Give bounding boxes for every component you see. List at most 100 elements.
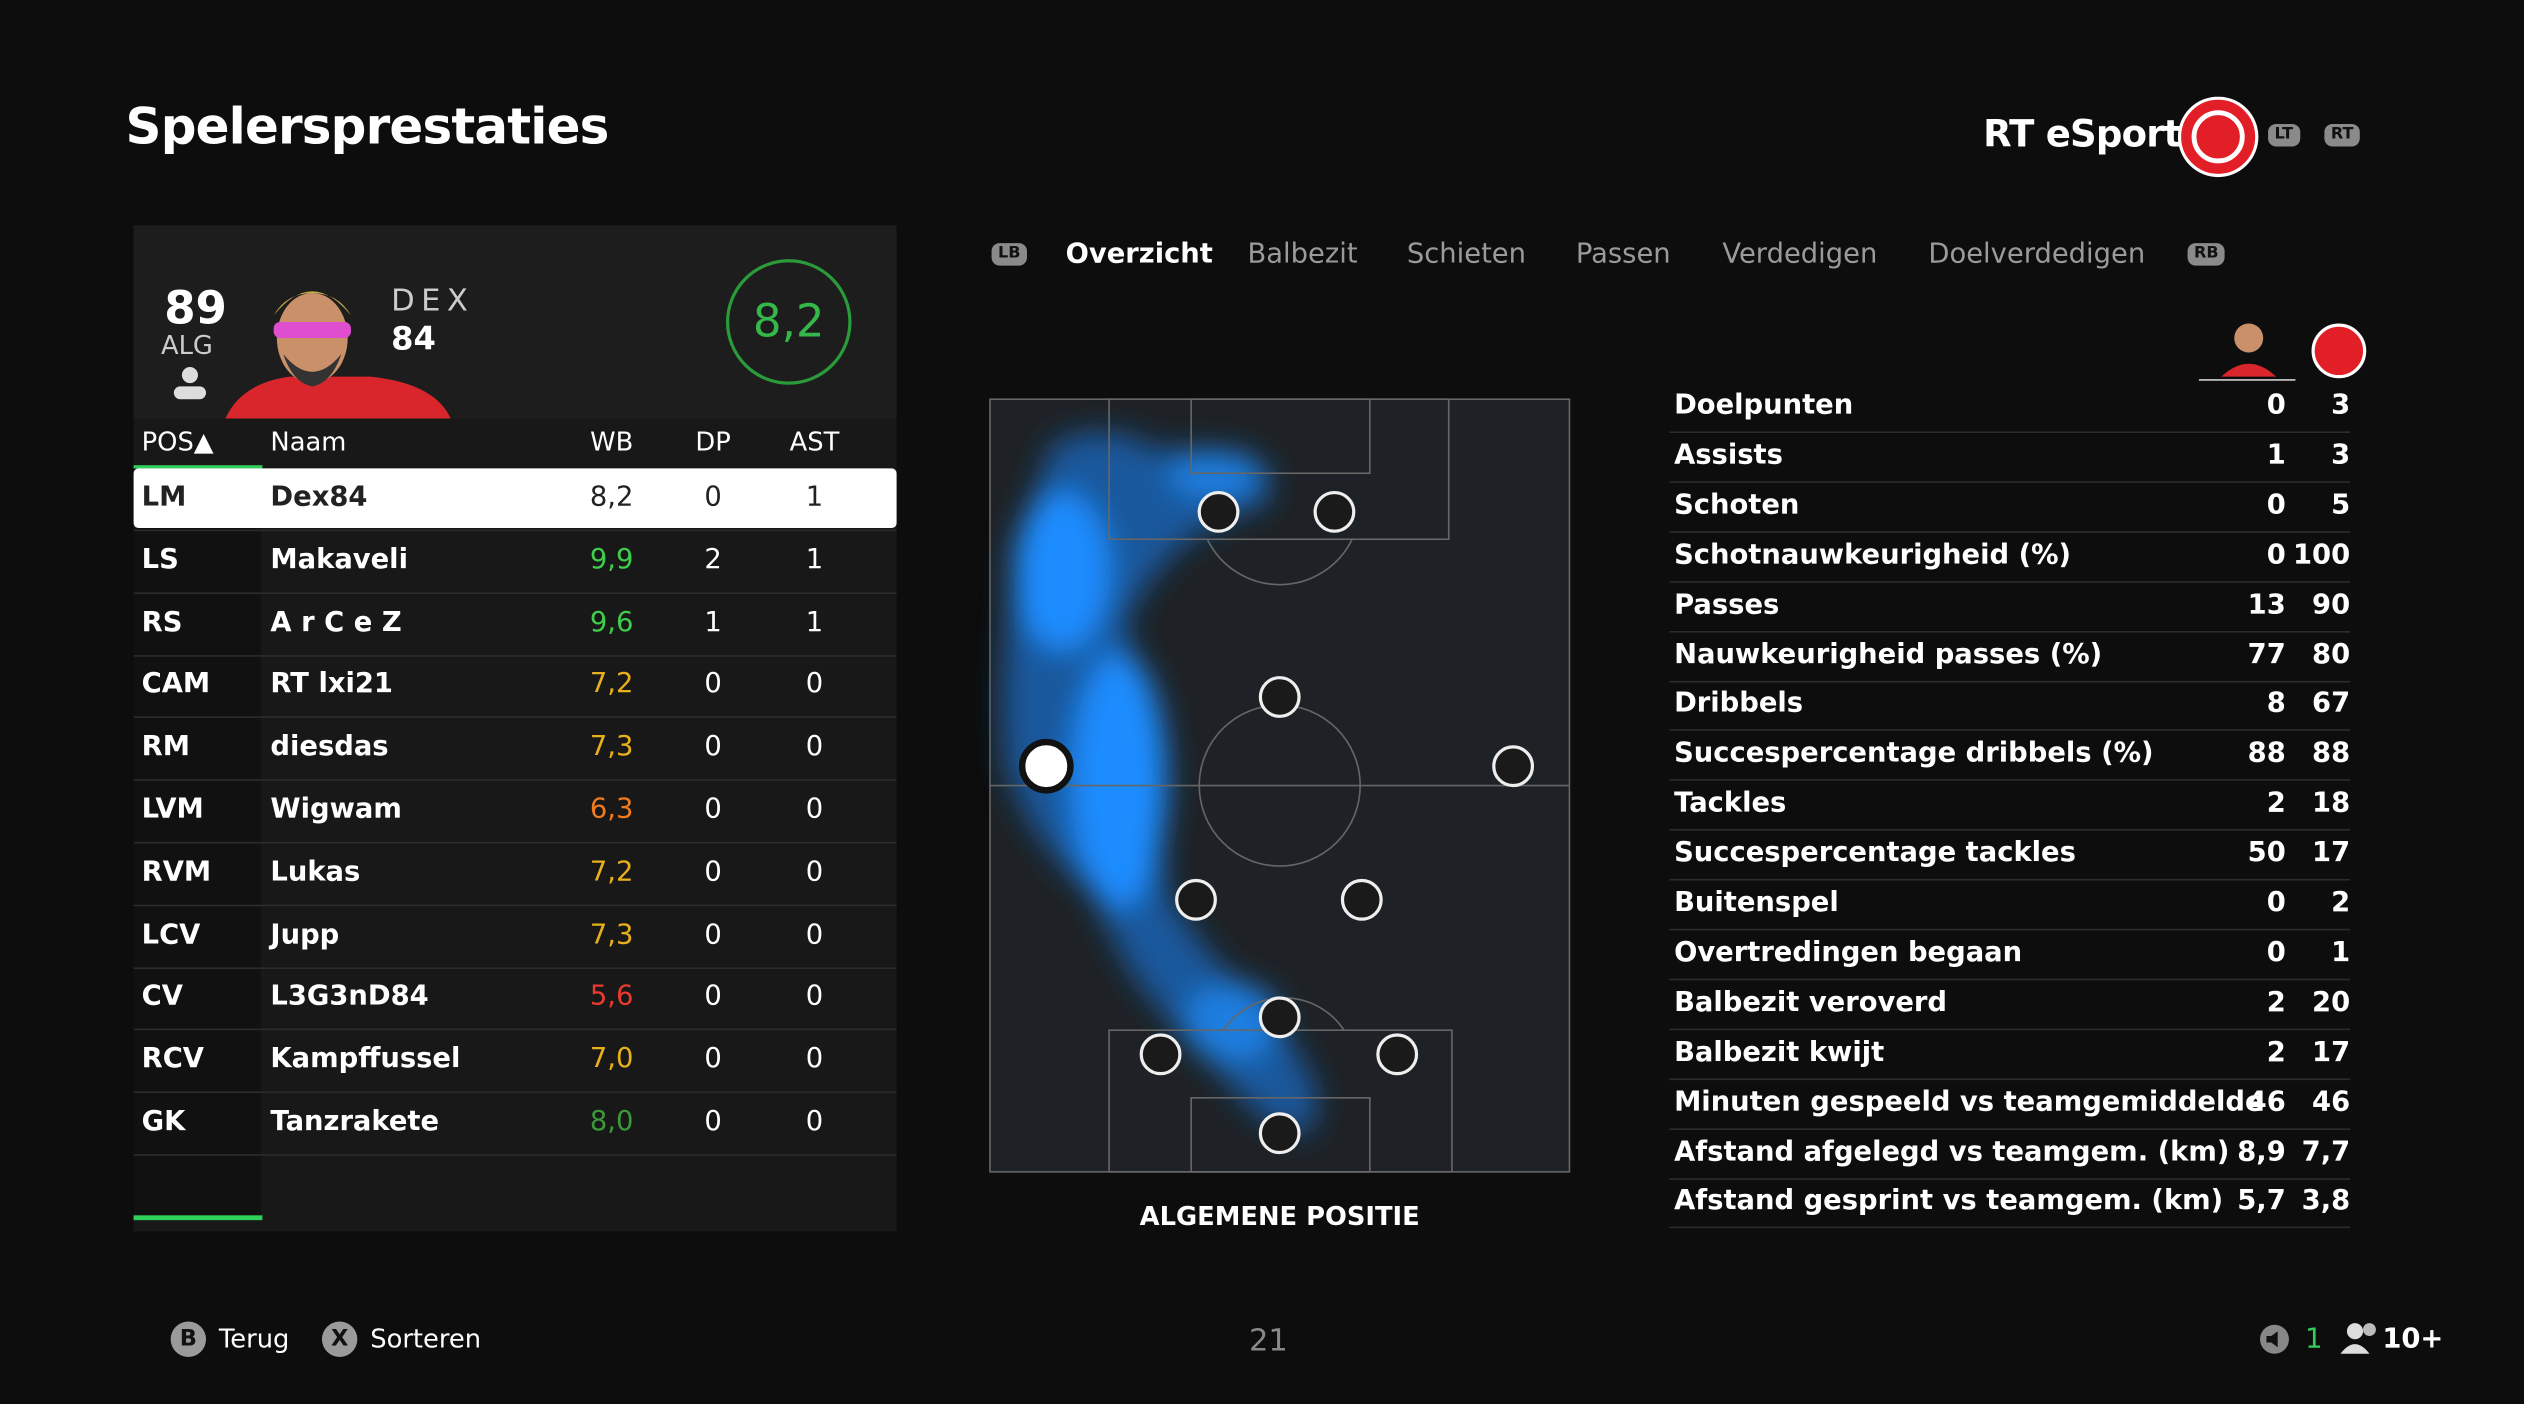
tab[interactable]: Doelverdedigen [1928,238,2146,271]
page-number: 21 [1248,1323,1288,1359]
stat-team: 46 [2312,1085,2351,1119]
row-goals: 0 [704,1105,722,1139]
row-separator [133,779,897,782]
row-position: LCV [141,918,201,951]
lt-button[interactable]: LT [2268,123,2300,147]
column-header[interactable]: DP [695,426,731,458]
stat-team: 7,7 [2301,1135,2351,1168]
stat-player: 2 [2266,1036,2286,1069]
stat-label: Succespercentage dribbels (%) [1674,737,2154,770]
column-header[interactable]: WB [590,426,634,458]
row-separator [133,529,897,532]
row-name: diesdas [270,731,389,764]
row-assists: 1 [805,606,824,639]
tab[interactable]: Overzicht [1065,238,1213,271]
row-separator [133,716,897,719]
column-header[interactable]: POS▲ [141,426,214,458]
row-separator [133,966,897,969]
row-name: Jupp [270,918,340,951]
row-rating: 7,0 [589,1043,634,1076]
tab[interactable]: Passen [1575,238,1671,271]
stat-separator [1669,978,2351,981]
stat-team: 5 [2331,489,2351,522]
players-icon [2340,1323,2376,1354]
stat-label: Dribbels [1674,687,1804,721]
player-rating: 84 [391,318,436,358]
rb-button[interactable]: RB [2187,243,2226,266]
compare-icons [2198,323,2367,381]
row-rating: 8,0 [589,1105,634,1139]
row-rating: 7,3 [589,731,634,764]
row-name: Lukas [270,856,361,889]
stat-team: 2 [2331,886,2351,920]
sort-label[interactable]: Sorteren [370,1323,482,1354]
row-position: RS [141,606,183,639]
sort-key[interactable]: X [321,1321,358,1357]
tab[interactable]: Verdedigen [1722,238,1878,271]
tab[interactable]: Schieten [1406,238,1526,271]
back-key[interactable]: B [170,1321,207,1357]
row-goals: 1 [704,606,722,639]
row-rating: 7,3 [589,918,634,951]
stat-team: 80 [2312,638,2351,671]
row-name: L3G3nD84 [270,980,429,1014]
row-name: RT lxi21 [270,668,393,701]
stat-label: Buitenspel [1674,886,1839,920]
row-separator [133,654,897,657]
row-name: A r C e Z [270,606,402,639]
row-assists: 1 [805,481,824,514]
stat-label: Balbezit kwijt [1674,1036,1885,1069]
stat-label: Schotnauwkeurigheid (%) [1674,538,2072,571]
row-rating: 8,2 [589,481,634,514]
tab[interactable]: Balbezit [1247,238,1358,271]
pitch [989,398,1571,1173]
stat-player: 0 [2266,389,2286,422]
stat-player: 0 [2266,886,2286,920]
stat-label: Assists [1674,439,1783,472]
row-assists: 0 [805,1105,824,1139]
row-position: LM [141,481,187,514]
stat-separator [1669,829,2351,831]
stat-separator [1669,481,2351,483]
stat-label: Tackles [1674,787,1787,820]
row-assists: 0 [805,918,824,951]
pitch-caption: ALGEMENE POSITIE [1139,1200,1420,1232]
lb-button[interactable]: LB [991,243,1027,266]
stat-label: Afstand afgelegd vs teamgem. (km) [1674,1135,2230,1168]
row-assists: 0 [805,856,824,889]
stat-player: 0 [2266,936,2286,969]
match-rating: 8,2 [752,294,825,348]
stat-separator [1669,928,2351,931]
row-name: Dex84 [270,481,368,514]
stat-separator [1669,431,2351,434]
stat-team: 17 [2312,837,2351,870]
stat-team: 67 [2312,687,2351,721]
back-label[interactable]: Terug [218,1323,290,1354]
column-header[interactable]: Naam [270,426,347,458]
stat-separator [1669,1127,2351,1130]
stat-player: 50 [2247,837,2286,870]
stat-player: 46 [2247,1085,2286,1119]
row-rating: 7,2 [589,668,634,701]
team-badges [2177,96,2259,178]
player-name: DEX [391,283,475,319]
row-position: RM [141,731,190,764]
row-rating: 9,6 [589,606,634,639]
column-header[interactable]: AST [789,426,840,458]
column-indicator [133,1215,263,1221]
selected-row[interactable] [133,468,897,528]
row-rating: 9,9 [589,543,634,576]
stat-label: Succespercentage tackles [1674,837,2076,870]
stat-label: Balbezit veroverd [1674,986,1948,1019]
player-avatar [225,291,451,419]
row-position: CAM [141,668,211,701]
overall-label: ALG [160,329,213,361]
page-title: Spelersprestaties [125,98,610,157]
rt-button[interactable]: RT [2324,123,2360,147]
stat-separator [1669,879,2351,881]
stat-team: 3 [2331,389,2351,422]
stat-label: Passes [1674,588,1780,621]
stat-team: 18 [2312,787,2351,820]
